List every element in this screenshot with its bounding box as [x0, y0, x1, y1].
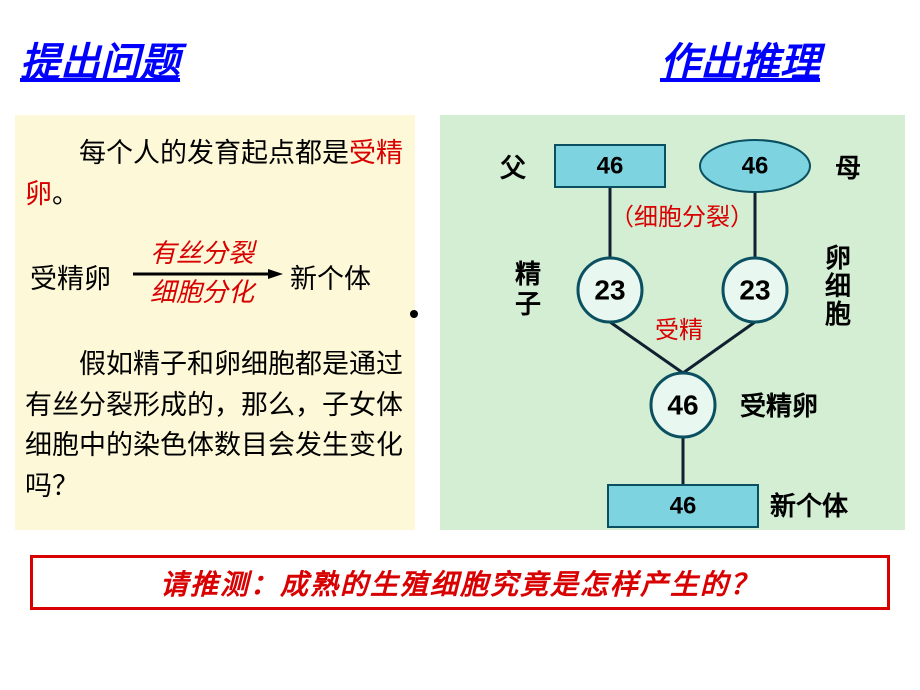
arrow-left-label: 受精卵 [30, 259, 111, 300]
father-label: 父 [500, 153, 527, 183]
conclusion-text: 请推测：成熟的生殖细胞究竟是怎样产生的？ [160, 563, 760, 603]
division-label: （细胞分裂） [610, 204, 754, 231]
p1-pre: 每个人的发育起点都是 [25, 138, 349, 168]
newind-value: 46 [670, 493, 697, 520]
egg-label-2: 细 [825, 271, 851, 301]
reasoning-panel: 46 父 46 母 （细胞分裂） 23 精 子 23 卵 细 胞 受精 46 受… [440, 115, 905, 530]
mother-label: 母 [835, 153, 861, 183]
zygote-value: 46 [667, 390, 698, 421]
egg-label-3: 胞 [825, 299, 851, 329]
conclusion-box: 请推测：成熟的生殖细胞究竟是怎样产生的？ [30, 555, 890, 610]
mother-value: 46 [742, 153, 769, 180]
paragraph-2: 假如精子和卵细胞都是通过有丝分裂形成的，那么，子女体细胞中的染色体数目会发生变化… [25, 344, 405, 506]
flowchart: 46 父 46 母 （细胞分裂） 23 精 子 23 卵 细 胞 受精 46 受… [440, 115, 905, 530]
question-panel: 每个人的发育起点都是受精卵。 受精卵 有丝分裂 细胞分化 新个体 假如精子和卵细… [15, 115, 415, 530]
title-right: 作出推理 [660, 30, 820, 88]
paragraph-1: 每个人的发育起点都是受精卵。 [25, 133, 405, 214]
father-value: 46 [597, 153, 624, 180]
bullet-dot [410, 310, 418, 318]
p1-post: 。 [52, 179, 79, 209]
sperm-value: 23 [594, 275, 625, 306]
title-left: 提出问题 [20, 30, 180, 88]
egg-value: 23 [739, 275, 770, 306]
arrow-top-label: 有丝分裂 [150, 234, 254, 273]
arrow-icon [133, 269, 288, 289]
zygote-label: 受精卵 [740, 391, 818, 421]
arrow-right-label: 新个体 [290, 259, 371, 300]
fertilization-label: 受精 [655, 317, 703, 344]
egg-label-1: 卵 [825, 243, 851, 273]
newind-label: 新个体 [770, 491, 849, 521]
arrow-diagram: 受精卵 有丝分裂 细胞分化 新个体 [25, 239, 405, 319]
sperm-label-2: 子 [515, 289, 541, 319]
sperm-label-1: 精 [515, 259, 541, 289]
